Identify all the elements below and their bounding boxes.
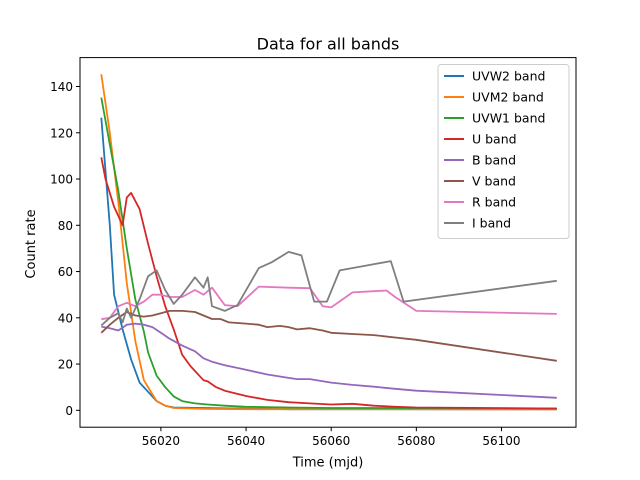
series-layer <box>100 74 557 411</box>
axes-frame <box>79 57 577 428</box>
y-tick-label: 40 <box>58 311 73 325</box>
series-line-uvw1-band <box>100 97 557 410</box>
series-line-u-band <box>100 157 557 410</box>
y-tick-label: 100 <box>50 173 73 187</box>
series-line-i-band <box>100 250 557 327</box>
y-tick-label: 0 <box>65 404 73 418</box>
y-tick-label: 140 <box>50 80 73 94</box>
y-tick-label: 120 <box>50 126 73 140</box>
legend-label-u-band: U band <box>472 132 517 147</box>
x-tick-label: 56060 <box>312 434 350 448</box>
legend-label-uvm2-band: UVM2 band <box>472 90 544 105</box>
ticks-layer: 56020 56040 56060 56080 56100 0 20 40 60 80 100 120… <box>50 80 520 448</box>
legend-label-i-band: I band <box>472 216 511 231</box>
legend: UVW2 band UVM2 band UVW1 band U band B band V… <box>437 64 570 239</box>
y-tick-label: 80 <box>58 219 73 233</box>
y-tick-label: 60 <box>58 265 73 279</box>
series-line-uvm2-band <box>100 74 557 411</box>
legend-label-uvw1-band: UVW1 band <box>472 111 545 126</box>
legend-label-b-band: B band <box>472 153 516 168</box>
chart-title: Data for all bands <box>257 35 400 54</box>
y-tick-label: 20 <box>58 358 73 372</box>
x-axis-label: Time (mjd) <box>292 456 364 471</box>
x-tick-label: 56100 <box>482 434 520 448</box>
y-axis-label: Count rate <box>24 209 39 278</box>
legend-box <box>437 64 570 239</box>
series-line-v-band <box>100 309 557 362</box>
legend-label-r-band: R band <box>472 195 516 210</box>
x-tick-label: 56040 <box>227 434 265 448</box>
series-line-b-band <box>101 322 557 399</box>
legend-label-v-band: V band <box>472 174 516 189</box>
x-tick-label: 56080 <box>397 434 435 448</box>
x-tick-label: 56020 <box>142 434 180 448</box>
legend-label-uvw2-band: UVW2 band <box>472 69 545 84</box>
plot-area <box>100 74 557 411</box>
